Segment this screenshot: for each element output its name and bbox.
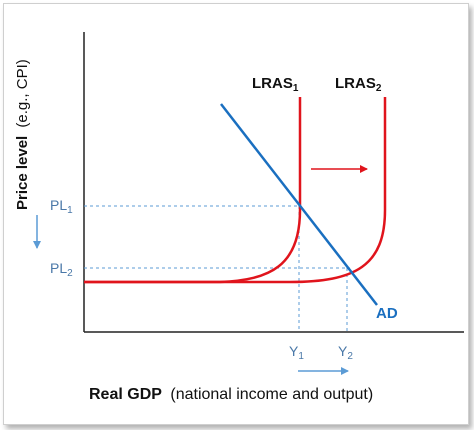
- y1-label: Y1: [289, 343, 304, 362]
- y2-label: Y2: [338, 343, 353, 362]
- pl1-label: PL1: [50, 197, 73, 216]
- diagram-frame: [3, 3, 469, 425]
- pl2-label: PL2: [50, 260, 73, 279]
- y-axis-label: Price level (e.g., CPI): [14, 59, 31, 210]
- x-axis-label: Real GDP (national income and output): [89, 386, 373, 403]
- lras1-label: LRAS1: [252, 75, 299, 94]
- ad-label: AD: [376, 305, 398, 322]
- lras2-curve: [84, 97, 387, 284]
- lras1-curve: [84, 97, 302, 284]
- lras2-label: LRAS2: [335, 75, 382, 94]
- ad-curve: [220, 103, 378, 306]
